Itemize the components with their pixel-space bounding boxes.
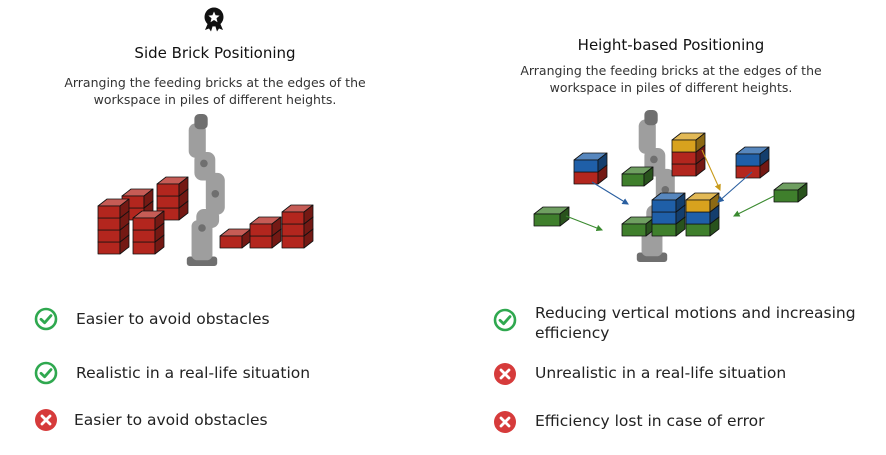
- brick: [621, 216, 656, 237]
- arrow: [701, 149, 721, 192]
- pro-item: Realistic in a real-life situation: [34, 361, 310, 385]
- subtitle-line: Arranging the feeding bricks at the edge…: [64, 75, 366, 90]
- con-item: Easier to avoid obstacles: [34, 408, 268, 432]
- brick: [132, 210, 165, 231]
- con-item: Unrealistic in a real-life situation: [493, 362, 786, 386]
- panel-title: Height-based Positioning: [577, 36, 765, 54]
- brick: [651, 192, 686, 213]
- check-circle-icon: [493, 308, 517, 332]
- height-based-illustration: [533, 110, 808, 262]
- x-circle-icon: [493, 410, 517, 434]
- subtitle-line: workspace in piles of different heights.: [549, 80, 793, 95]
- pro-item: Easier to avoid obstacles: [34, 307, 270, 331]
- brick: [773, 182, 808, 203]
- x-circle-icon: [34, 408, 58, 432]
- award-ribbon-icon: [204, 7, 224, 32]
- item-text: Realistic in a real-life situation: [76, 364, 311, 382]
- brick: [249, 216, 282, 237]
- brick: [685, 192, 720, 213]
- con-item: Efficiency lost in case of error: [493, 410, 764, 434]
- subtitle-line: Arranging the feeding bricks at the edge…: [520, 63, 822, 78]
- brick: [156, 176, 189, 197]
- side-brick-illustration: [97, 114, 314, 266]
- item-text: Easier to avoid obstacles: [74, 411, 268, 429]
- panel-subtitle: Arranging the feeding bricks at the edge…: [456, 62, 886, 96]
- x-circle-icon: [493, 362, 517, 386]
- brick: [671, 132, 706, 153]
- arrow: [717, 171, 753, 203]
- item-text: Efficiency lost in case of error: [535, 412, 765, 430]
- item-text: Reducing vertical motions and increasing…: [535, 303, 856, 343]
- arrow: [591, 181, 629, 205]
- robot-arm: [186, 114, 225, 266]
- pro-item: Reducing vertical motions and increasing…: [493, 303, 856, 343]
- brick: [97, 198, 130, 219]
- brick: [735, 146, 770, 167]
- check-circle-icon: [34, 361, 58, 385]
- brick: [621, 166, 654, 187]
- item-text-line: Reducing vertical motions and increasing: [535, 304, 856, 322]
- brick: [281, 204, 314, 225]
- item-text-line: efficiency: [535, 324, 610, 342]
- subtitle-line: workspace in piles of different heights.: [93, 92, 337, 107]
- check-circle-icon: [34, 307, 58, 331]
- arrow: [565, 215, 604, 232]
- brick: [533, 206, 570, 227]
- brick: [219, 228, 252, 249]
- panel-subtitle: Arranging the feeding bricks at the edge…: [0, 74, 430, 108]
- item-text: Unrealistic in a real-life situation: [535, 364, 787, 382]
- item-text: Easier to avoid obstacles: [76, 310, 270, 328]
- arrow: [733, 195, 775, 217]
- brick: [573, 152, 608, 173]
- panel-title: Side Brick Positioning: [134, 44, 296, 62]
